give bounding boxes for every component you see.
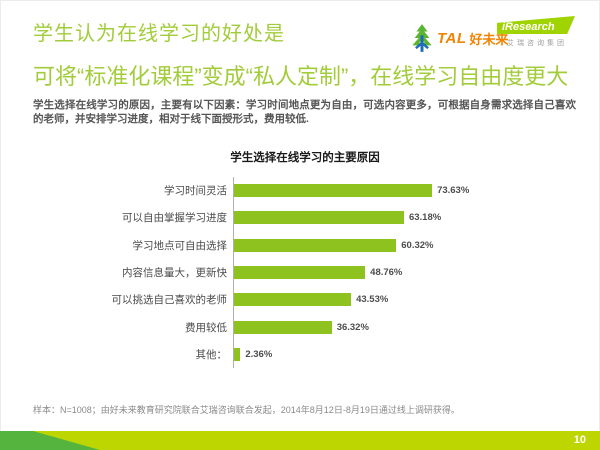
category-label: 内容信息量大，更新快 bbox=[122, 267, 227, 280]
chart-row: 可以自由掌握学习进度 63.18% bbox=[63, 204, 573, 232]
chart-row: 学习地点可自由选择 60.32% bbox=[63, 231, 573, 259]
sample-note: 样本：N=1008；由好未来教育研究院联合艾瑞咨询联合发起，2014年8月12日… bbox=[33, 405, 460, 415]
chart-title: 学生选择在线学习的主要原因 bbox=[230, 152, 380, 164]
category-label: 费用较低 bbox=[185, 321, 227, 334]
tal-logo-text: TAL bbox=[437, 29, 467, 47]
bar-plot-area: 73.63% bbox=[233, 177, 573, 205]
bar bbox=[234, 184, 433, 198]
bar bbox=[234, 211, 404, 225]
iresearch-logo: iResearch 艾瑞咨询集团 bbox=[497, 16, 577, 48]
value-label: 60.32% bbox=[401, 239, 434, 251]
tal-logo-text-cn: 好未来 bbox=[469, 31, 509, 47]
chart-row: 学习时间灵活 73.63% bbox=[63, 177, 573, 205]
bar-plot-area: 36.32% bbox=[233, 313, 573, 341]
chart-row: 费用较低 36.32% bbox=[63, 313, 573, 341]
chart-row: 内容信息量大，更新快 48.76% bbox=[63, 258, 573, 287]
category-label: 学习时间灵活 bbox=[164, 185, 227, 198]
page-number: 10 bbox=[573, 434, 586, 446]
page-title-line2: 可将“标准化课程”变成“私人定制”，在线学习自由度更大 bbox=[33, 64, 569, 89]
chart-row: 可以挑选自己喜欢的老师 43.53% bbox=[63, 286, 573, 314]
bar-plot-area: 60.32% bbox=[233, 231, 573, 259]
intro-paragraph: 学生选择在线学习的原因，主要有以下因素：学习时间地点更为自由，可选内容更多，可根… bbox=[33, 99, 576, 125]
iresearch-banner-icon: iResearch bbox=[497, 16, 575, 34]
category-label: 可以挑选自己喜欢的老师 bbox=[111, 294, 228, 307]
value-label: 36.32% bbox=[336, 321, 369, 333]
bar-plot-area: 63.18% bbox=[233, 204, 573, 232]
bar bbox=[234, 320, 332, 334]
footer-bar-wedge bbox=[0, 431, 100, 450]
bar-plot-area: 48.76% bbox=[233, 258, 573, 287]
category-label: 其他： bbox=[195, 348, 228, 361]
bar bbox=[234, 266, 366, 280]
value-label: 73.63% bbox=[437, 185, 470, 197]
value-label: 43.53% bbox=[356, 294, 389, 306]
iresearch-logo-text: iResearch bbox=[502, 21, 555, 33]
bar bbox=[234, 293, 352, 307]
bar-plot-area: 2.36% bbox=[233, 340, 573, 369]
bar-chart: 学习时间灵活 73.63% 可以自由掌握学习进度 63.18% 学习地点可自由选择 60.… bbox=[63, 177, 573, 369]
category-label: 学习地点可自由选择 bbox=[132, 239, 228, 252]
value-label: 48.76% bbox=[370, 267, 403, 279]
page-title-line1: 学生认为在线学习的好处是 bbox=[33, 23, 285, 45]
tal-logo: TAL 好未来 bbox=[410, 24, 509, 52]
iresearch-logo-subtext: 艾瑞咨询集团 bbox=[507, 40, 567, 47]
value-label: 2.36% bbox=[245, 348, 273, 360]
bar-plot-area: 43.53% bbox=[233, 286, 573, 314]
tal-tree-icon bbox=[412, 24, 432, 52]
value-label: 63.18% bbox=[408, 212, 442, 224]
bar bbox=[234, 238, 397, 252]
category-label: 可以自由掌握学习进度 bbox=[122, 212, 227, 225]
footer-bar: 10 bbox=[0, 431, 600, 450]
bar bbox=[234, 347, 241, 361]
chart-row: 其他： 2.36% bbox=[63, 340, 573, 369]
